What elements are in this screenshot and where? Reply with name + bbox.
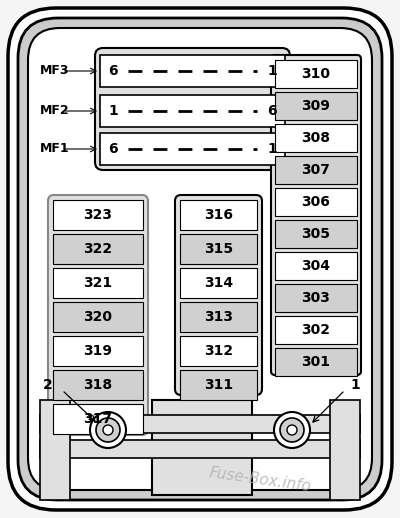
- Text: 6: 6: [108, 142, 118, 156]
- Bar: [152, 400, 252, 495]
- Text: 320: 320: [84, 310, 112, 324]
- Text: 312: 312: [204, 344, 233, 358]
- Circle shape: [287, 425, 297, 435]
- Bar: [275, 188, 357, 216]
- FancyBboxPatch shape: [95, 48, 290, 170]
- Text: 314: 314: [204, 276, 233, 290]
- Bar: [100, 95, 285, 127]
- Text: 323: 323: [84, 208, 112, 222]
- Bar: [275, 348, 357, 376]
- Bar: [53, 404, 143, 434]
- Text: 301: 301: [302, 355, 330, 369]
- FancyBboxPatch shape: [175, 195, 262, 395]
- Bar: [275, 252, 357, 280]
- Bar: [53, 370, 143, 400]
- Bar: [53, 200, 143, 230]
- Text: 318: 318: [84, 378, 112, 392]
- Bar: [180, 336, 257, 366]
- Circle shape: [274, 412, 310, 448]
- FancyBboxPatch shape: [28, 28, 372, 490]
- Text: 1: 1: [108, 104, 118, 118]
- FancyBboxPatch shape: [48, 195, 148, 435]
- Text: Fuse-Box.info: Fuse-Box.info: [208, 465, 312, 495]
- Text: 310: 310: [302, 67, 330, 81]
- Text: 1: 1: [350, 378, 360, 392]
- Bar: [40, 440, 360, 458]
- Bar: [180, 268, 257, 298]
- Text: 316: 316: [204, 208, 233, 222]
- Bar: [100, 55, 285, 87]
- Circle shape: [90, 412, 126, 448]
- FancyBboxPatch shape: [18, 18, 382, 500]
- Bar: [330, 400, 360, 500]
- Text: 313: 313: [204, 310, 233, 324]
- Text: 307: 307: [302, 163, 330, 177]
- Bar: [275, 316, 357, 344]
- Bar: [275, 124, 357, 152]
- Bar: [40, 415, 360, 433]
- Text: 6: 6: [108, 64, 118, 78]
- Text: 315: 315: [204, 242, 233, 256]
- Bar: [53, 268, 143, 298]
- Text: 322: 322: [84, 242, 112, 256]
- Text: 308: 308: [302, 131, 330, 145]
- Text: 311: 311: [204, 378, 233, 392]
- Text: MF3: MF3: [40, 65, 70, 78]
- Text: 317: 317: [84, 412, 112, 426]
- Text: MF1: MF1: [40, 142, 70, 155]
- Text: 321: 321: [84, 276, 112, 290]
- FancyBboxPatch shape: [271, 55, 361, 375]
- Bar: [180, 234, 257, 264]
- Bar: [275, 284, 357, 312]
- Text: 6: 6: [267, 104, 277, 118]
- Text: 303: 303: [302, 291, 330, 305]
- Bar: [275, 92, 357, 120]
- Bar: [40, 400, 70, 500]
- Bar: [180, 302, 257, 332]
- Bar: [53, 302, 143, 332]
- Text: 306: 306: [302, 195, 330, 209]
- Text: 305: 305: [302, 227, 330, 241]
- Bar: [275, 220, 357, 248]
- Circle shape: [103, 425, 113, 435]
- Bar: [275, 60, 357, 88]
- Circle shape: [280, 418, 304, 442]
- Text: MF2: MF2: [40, 105, 70, 118]
- Text: 302: 302: [302, 323, 330, 337]
- Text: 319: 319: [84, 344, 112, 358]
- Text: 309: 309: [302, 99, 330, 113]
- Circle shape: [96, 418, 120, 442]
- Bar: [53, 234, 143, 264]
- Bar: [180, 200, 257, 230]
- Text: 304: 304: [302, 259, 330, 273]
- Bar: [100, 133, 285, 165]
- Bar: [53, 336, 143, 366]
- Text: 1: 1: [267, 142, 277, 156]
- Bar: [180, 370, 257, 400]
- Text: 2: 2: [43, 378, 53, 392]
- Text: 1: 1: [267, 64, 277, 78]
- FancyBboxPatch shape: [8, 8, 392, 510]
- Bar: [275, 156, 357, 184]
